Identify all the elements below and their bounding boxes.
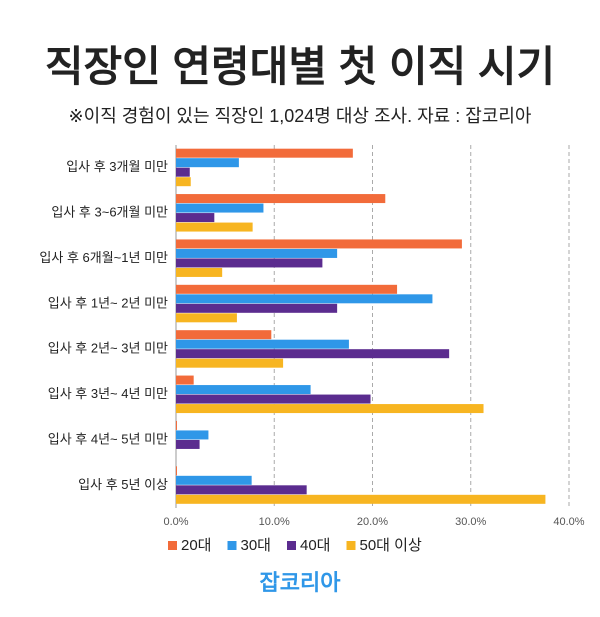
chart-subtitle: ※이직 경험이 있는 직장인 1,024명 대상 조사. 자료 : 잡코리아 [69,106,532,126]
bar [176,239,462,249]
x-tick-label: 30.0% [455,516,486,528]
bar [176,203,264,213]
bar [176,339,349,349]
bar [176,148,353,158]
chart-title: 직장인 연령대별 첫 이직 시기 [45,43,555,90]
bar [176,358,284,368]
bar [176,284,398,294]
legend-label: 50대 이상 [360,537,422,554]
y-tick-label: 입사 후 3~6개월 미만 [51,205,168,220]
legend-label: 20대 [181,537,212,554]
y-tick-label: 입사 후 5년 이상 [78,477,168,492]
bar [176,349,450,359]
bar [176,294,433,304]
bar [176,258,323,268]
bar [176,177,191,187]
x-tick-label: 20.0% [357,516,388,528]
bar [176,404,484,414]
y-tick-label: 입사 후 2년~ 3년 미만 [48,341,168,356]
bar [176,330,272,340]
x-tick-label: 10.0% [259,516,290,528]
legend-swatch [227,541,237,550]
y-tick-label: 입사 후 4년~ 5년 미만 [48,431,168,446]
bar [176,194,386,204]
bar [176,420,177,430]
bar [176,267,223,277]
bar [176,303,338,313]
x-tick-label: 0.0% [163,516,188,528]
bar [176,439,200,449]
legend-swatch [168,541,177,550]
legend-swatch [346,541,356,550]
y-tick-label: 입사 후 6개월~1년 미만 [39,250,168,265]
bar [176,167,190,177]
bar [176,222,253,232]
bar [176,485,307,495]
legend-label: 30대 [241,537,272,554]
bar [176,248,338,258]
legend-swatch [287,541,296,550]
y-tick-label: 입사 후 3년~ 4년 미만 [48,386,168,401]
x-tick-label: 40.0% [553,516,584,528]
bar [176,494,546,504]
legend-label: 40대 [300,537,331,554]
bar [176,475,252,485]
source: 잡코리아 [260,570,342,595]
bar [176,313,237,323]
bar [176,430,209,440]
bar [176,158,239,168]
bar [176,375,194,385]
bar [176,394,371,404]
y-tick-label: 입사 후 3개월 미만 [66,159,168,174]
bar [176,385,311,395]
bar [176,213,215,223]
y-tick-label: 입사 후 1년~ 2년 미만 [48,295,168,310]
bar [176,466,177,476]
